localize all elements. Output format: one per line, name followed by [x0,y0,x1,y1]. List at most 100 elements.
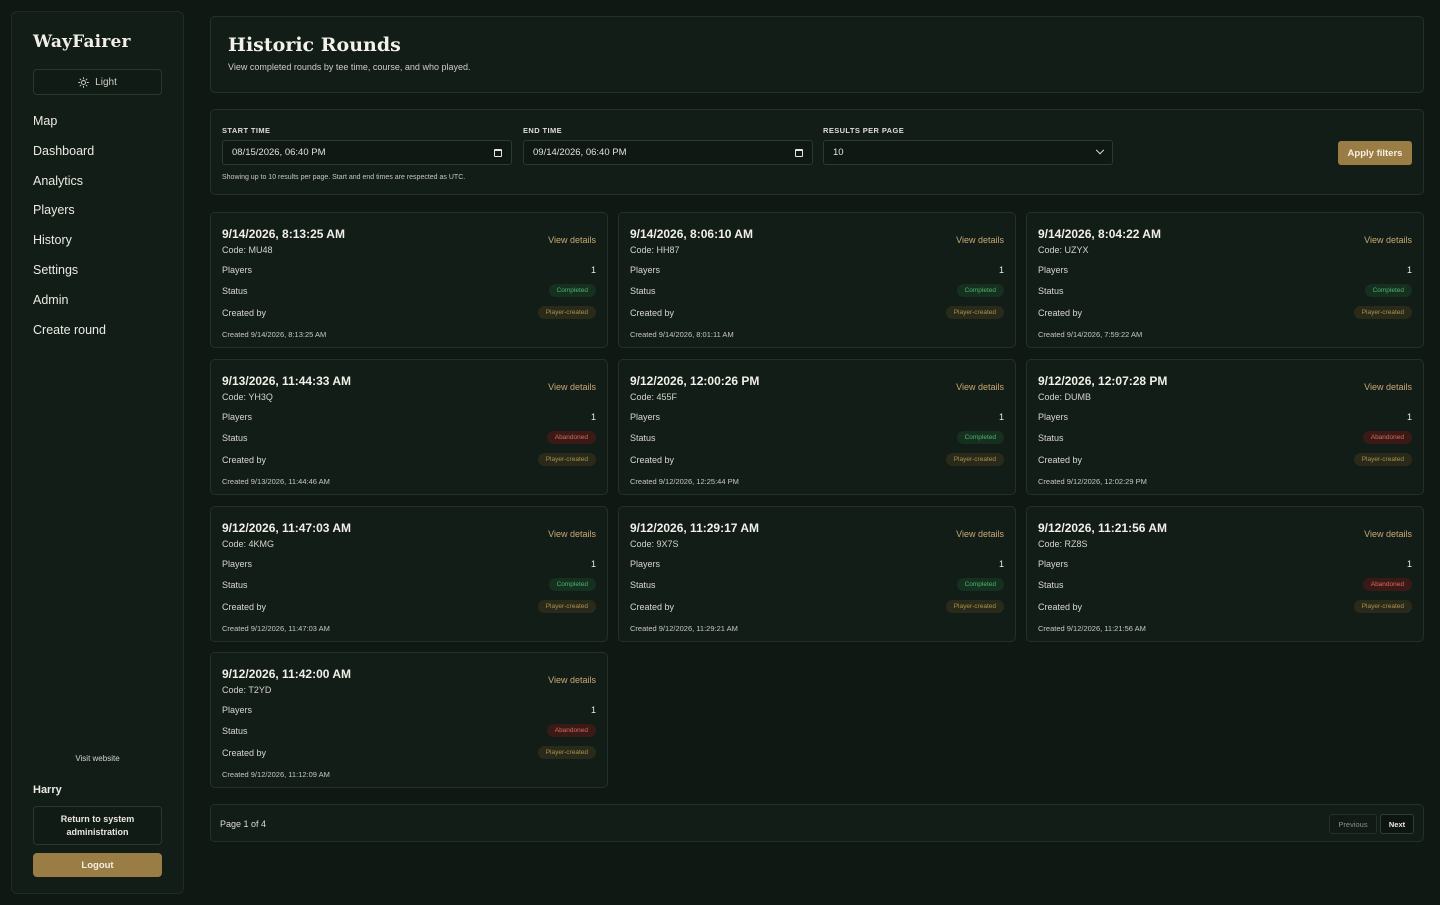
created-by-label: Created by [1038,601,1083,612]
round-card: 9/12/2026, 11:42:00 AM Code: T2YD View d… [210,652,608,788]
view-details-link[interactable]: View details [956,382,1004,392]
created-by-label: Created by [1038,307,1083,318]
view-details-link[interactable]: View details [548,675,596,685]
view-details-link[interactable]: View details [548,529,596,539]
round-tee-time: 9/14/2026, 8:13:25 AM [222,227,345,241]
round-card: 9/12/2026, 12:07:28 PM Code: DUMB View d… [1026,359,1424,495]
status-badge: Abandoned [1362,431,1412,444]
results-per-page-value: 10 [833,147,844,158]
status-badge: Abandoned [546,431,596,444]
status-label: Status [1038,579,1064,590]
round-code: Code: T2YD [222,685,272,695]
round-code: Code: MU48 [222,245,273,255]
sidebar-nav: Map Dashboard Analytics Players History … [33,113,162,351]
user-name: Harry [33,784,62,796]
created-timestamp: Created 9/14/2026, 8:13:25 AM [222,330,327,339]
created-by-row: Created by Player-created [222,746,596,759]
created-by-label: Created by [630,454,675,465]
filter-panel: START TIME 08/15/2026, 06:40 PM END TIME… [210,109,1424,195]
created-by-label: Created by [630,601,675,612]
theme-toggle-label: Light [95,76,117,88]
created-timestamp: Created 9/13/2026, 11:44:46 AM [222,477,330,486]
created-by-row: Created by Player-created [630,306,1004,319]
created-timestamp: Created 9/12/2026, 12:02:29 PM [1038,477,1147,486]
players-row: Players 1 [222,559,596,569]
status-row: Status Completed [1038,284,1412,297]
start-time-label: START TIME [222,126,271,135]
round-code: Code: 4KMG [222,539,275,549]
sidebar-item-players[interactable]: Players [33,203,75,218]
created-by-row: Created by Player-created [222,306,596,319]
sidebar-item-history[interactable]: History [33,233,72,248]
visit-website-link[interactable]: Visit website [75,754,120,763]
logout-button[interactable]: Logout [33,853,162,877]
created-by-badge: Player-created [945,600,1004,613]
created-by-label: Created by [1038,454,1083,465]
page-title: Historic Rounds [228,34,401,56]
created-by-badge: Player-created [537,453,596,466]
round-code: Code: RZ8S [1038,539,1088,549]
players-count: 1 [1406,412,1412,422]
status-badge: Completed [1364,284,1412,297]
calendar-icon[interactable] [494,148,502,157]
view-details-link[interactable]: View details [1364,382,1412,392]
end-time-input[interactable]: 09/14/2026, 06:40 PM [523,140,813,165]
sidebar-item-admin[interactable]: Admin [33,292,69,307]
created-by-row: Created by Player-created [630,600,1004,613]
created-timestamp: Created 9/12/2026, 11:21:56 AM [1038,624,1146,633]
status-label: Status [630,432,656,443]
theme-toggle-button[interactable]: Light [33,69,162,95]
calendar-icon[interactable] [795,148,803,157]
round-tee-time: 9/12/2026, 11:42:00 AM [222,667,351,681]
players-row: Players 1 [630,265,1004,275]
created-by-label: Created by [222,307,267,318]
sidebar-item-dashboard[interactable]: Dashboard [33,143,95,158]
round-card: 9/12/2026, 11:47:03 AM Code: 4KMG View d… [210,506,608,642]
created-by-row: Created by Player-created [1038,600,1412,613]
players-count: 1 [590,705,596,715]
round-card: 9/13/2026, 11:44:33 AM Code: YH3Q View d… [210,359,608,495]
sidebar-item-map[interactable]: Map [33,114,58,128]
status-row: Status Abandoned [1038,578,1412,591]
sidebar-item-settings[interactable]: Settings [33,262,79,277]
players-count: 1 [1406,559,1412,569]
round-card: 9/14/2026, 8:04:22 AM Code: UZYX View de… [1026,212,1424,348]
created-by-badge: Player-created [1353,453,1412,466]
created-by-row: Created by Player-created [222,600,596,613]
view-details-link[interactable]: View details [548,382,596,392]
status-badge: Completed [956,578,1004,591]
view-details-link[interactable]: View details [548,235,596,245]
status-row: Status Abandoned [222,431,596,444]
sidebar-item-analytics[interactable]: Analytics [33,173,84,188]
round-tee-time: 9/12/2026, 11:21:56 AM [1038,521,1167,535]
status-label: Status [1038,432,1064,443]
page-info: Page 1 of 4 [220,819,267,829]
apply-filters-button[interactable]: Apply filters [1338,141,1412,165]
start-time-input[interactable]: 08/15/2026, 06:40 PM [222,140,512,165]
status-badge: Completed [956,284,1004,297]
results-per-page-select[interactable]: 10 [823,140,1113,165]
sidebar-item-create-round[interactable]: Create round [33,322,106,337]
view-details-link[interactable]: View details [1364,235,1412,245]
view-details-link[interactable]: View details [1364,529,1412,539]
created-by-badge: Player-created [537,306,596,319]
view-details-link[interactable]: View details [956,529,1004,539]
round-code: Code: HH87 [630,245,680,255]
return-to-admin-button[interactable]: Return to system administration [33,806,162,845]
players-count: 1 [590,412,596,422]
players-label: Players [1038,265,1069,275]
next-page-button[interactable]: Next [1380,814,1414,834]
round-code: Code: 455F [630,392,678,402]
players-count: 1 [590,559,596,569]
view-details-link[interactable]: View details [956,235,1004,245]
created-by-badge: Player-created [537,600,596,613]
players-row: Players 1 [1038,559,1412,569]
brand-logo[interactable]: WayFairer [33,32,131,52]
players-row: Players 1 [1038,412,1412,422]
players-label: Players [1038,412,1069,422]
players-count: 1 [998,412,1004,422]
created-timestamp: Created 9/14/2026, 7:59:22 AM [1038,330,1143,339]
sidebar: WayFairer Light Map Dashboard Analytics … [11,11,184,894]
players-label: Players [222,412,253,422]
previous-page-button[interactable]: Previous [1329,814,1377,834]
